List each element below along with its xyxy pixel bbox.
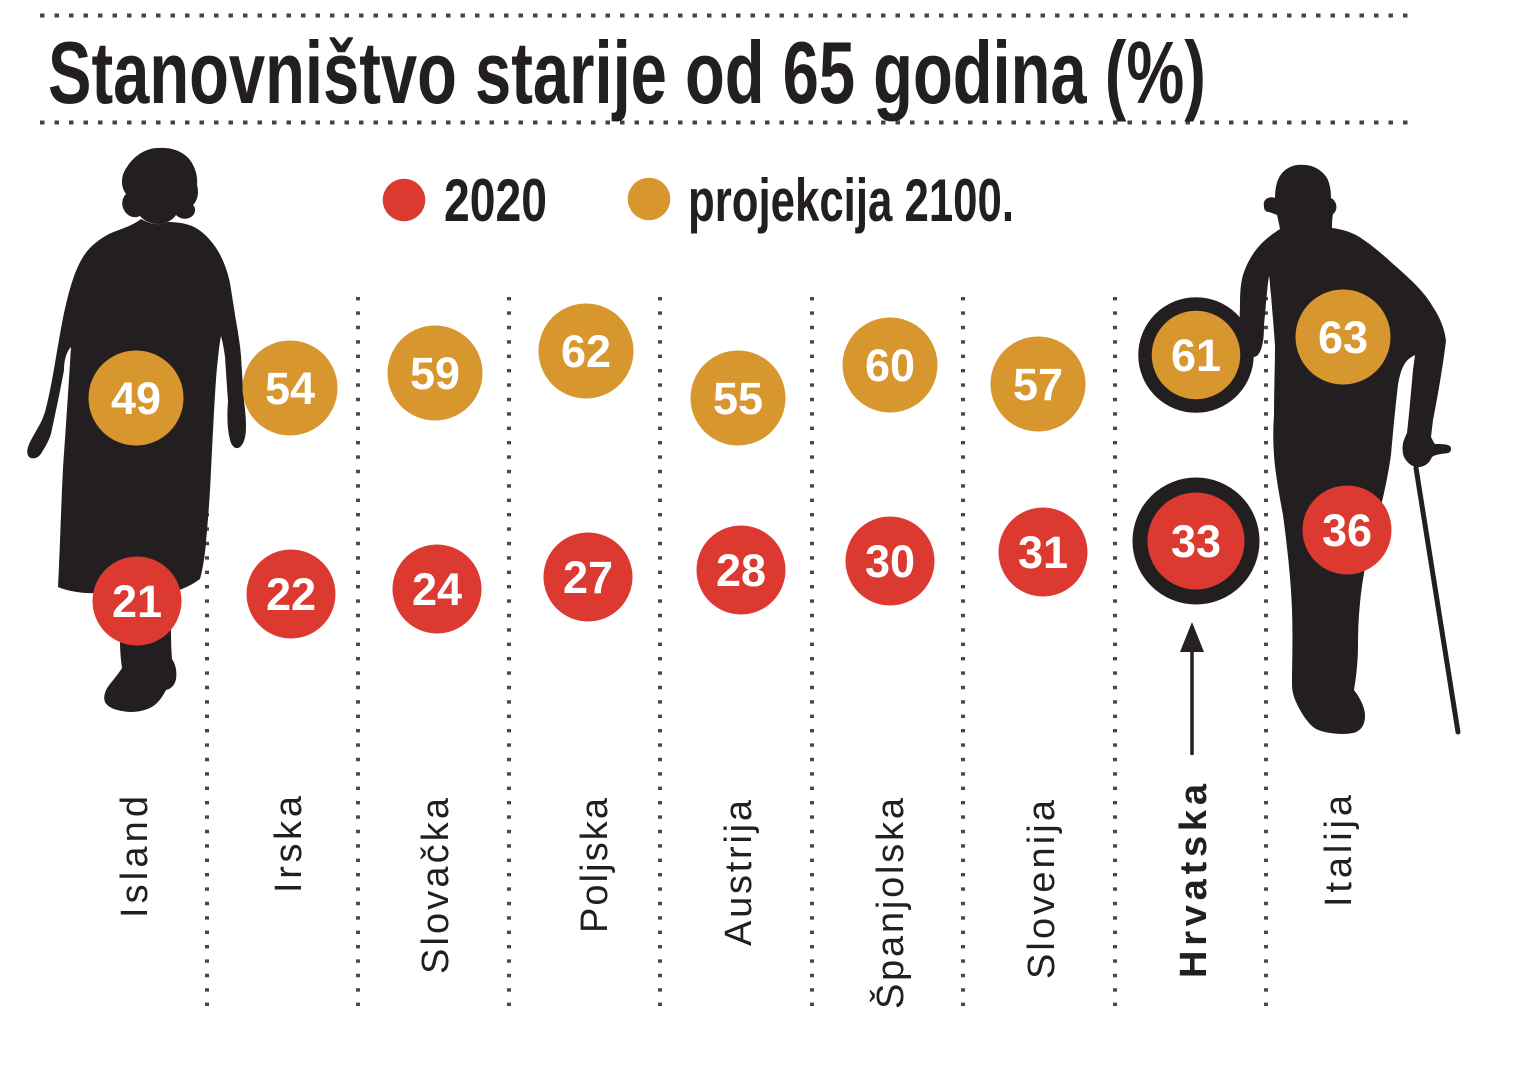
svg-text:33: 33 bbox=[1171, 516, 1221, 567]
svg-text:Španjolska: Španjolska bbox=[868, 797, 912, 1009]
svg-text:59: 59 bbox=[410, 348, 460, 399]
svg-text:28: 28 bbox=[716, 545, 766, 596]
svg-text:Slovenija: Slovenija bbox=[1021, 799, 1063, 979]
svg-text:21: 21 bbox=[112, 576, 162, 627]
svg-text:27: 27 bbox=[563, 552, 613, 603]
svg-text:Island: Island bbox=[114, 796, 156, 918]
svg-text:Stanovništvo starije od 65 god: Stanovništvo starije od 65 godina (%) bbox=[48, 23, 1206, 122]
svg-text:63: 63 bbox=[1318, 312, 1368, 363]
svg-text:22: 22 bbox=[266, 569, 316, 620]
svg-text:60: 60 bbox=[865, 340, 915, 391]
svg-text:62: 62 bbox=[561, 326, 611, 377]
svg-text:49: 49 bbox=[111, 373, 161, 424]
svg-text:55: 55 bbox=[713, 373, 763, 424]
svg-text:projekcija 2100.: projekcija 2100. bbox=[688, 167, 1014, 234]
svg-text:Italija: Italija bbox=[1318, 794, 1360, 907]
svg-text:31: 31 bbox=[1018, 527, 1068, 578]
svg-text:57: 57 bbox=[1013, 359, 1063, 410]
svg-text:Poljska: Poljska bbox=[574, 797, 616, 933]
svg-text:54: 54 bbox=[265, 363, 315, 414]
svg-text:Irska: Irska bbox=[268, 795, 310, 893]
svg-text:30: 30 bbox=[865, 536, 915, 587]
svg-text:2020: 2020 bbox=[444, 167, 547, 234]
svg-text:Slovačka: Slovačka bbox=[415, 797, 457, 974]
svg-text:36: 36 bbox=[1322, 505, 1372, 556]
svg-text:61: 61 bbox=[1171, 330, 1221, 381]
svg-text:Austrija: Austrija bbox=[718, 799, 760, 946]
svg-text:Hrvatska: Hrvatska bbox=[1173, 783, 1215, 978]
svg-text:24: 24 bbox=[412, 564, 462, 615]
